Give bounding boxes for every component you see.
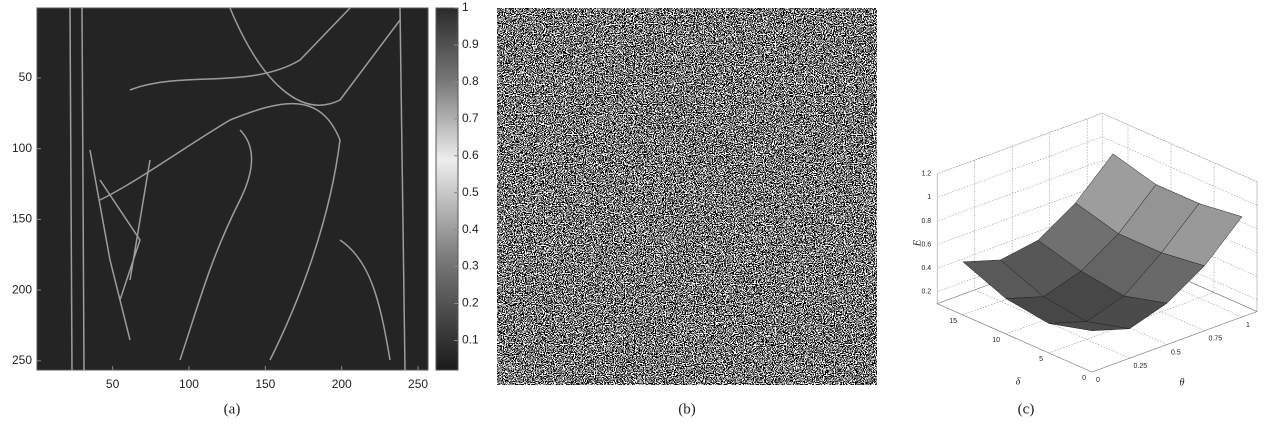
colorbar-tick-label: 0.1 (462, 333, 479, 347)
y-tick-label: 5 (1039, 356, 1043, 363)
colorbar-tick-label: 0.8 (462, 74, 479, 88)
y-tick-label: 250 (12, 353, 32, 367)
surface-patch (1048, 321, 1130, 331)
x-tick-label: 0 (1096, 377, 1100, 384)
x-axis-label: θ (1180, 377, 1185, 388)
z-tick-label: 1 (927, 194, 931, 201)
grid-line (936, 173, 1093, 373)
colorbar-tick-label: 0.9 (462, 37, 479, 51)
caption: (b) (678, 401, 696, 417)
edge-image (36, 7, 429, 371)
noise-image (497, 8, 877, 385)
z-tick-label: 0.6 (921, 241, 931, 248)
y-tick-label: 15 (949, 318, 957, 325)
grid-line (974, 160, 1130, 359)
colorbar-tick-label: 0.4 (462, 222, 479, 236)
grid-line (937, 112, 1258, 182)
grid-line (1005, 143, 1172, 335)
colorbar (435, 7, 459, 371)
z-tick-label: 0.8 (921, 218, 931, 225)
x-tick-label: 100 (179, 377, 199, 391)
z-axis-label: E (912, 239, 924, 247)
x-tick-label: 150 (255, 377, 275, 391)
y-tick-label: 10 (992, 337, 1000, 344)
colorbar-tick-label: 0.6 (462, 148, 479, 162)
caption: (a) (224, 401, 241, 417)
caption: (c) (1018, 401, 1035, 417)
colorbar-tick-label: 0.3 (462, 259, 479, 273)
z-tick-label: 1.2 (921, 171, 931, 178)
x-tick-label: 0.75 (1209, 336, 1223, 343)
colorbar-tick-label: 0.2 (462, 296, 479, 310)
y-tick-label: 150 (12, 212, 32, 226)
colorbar-tick-label: 0.7 (462, 111, 479, 125)
y-tick-label: 200 (12, 282, 32, 296)
x-tick-label: 0.5 (1171, 349, 1181, 356)
colorbar-tick-label: 0.5 (462, 185, 479, 199)
x-tick-label: 200 (332, 377, 352, 391)
x-tick-label: 50 (106, 377, 120, 391)
colorbar-tick-label: 1 (462, 0, 469, 14)
grid-line (937, 160, 1258, 230)
x-tick-label: 250 (408, 377, 428, 391)
y-tick-label: 100 (12, 141, 32, 155)
z-tick-label: 0.2 (921, 289, 931, 296)
z-tick-label: 0.4 (921, 265, 931, 272)
grid-line (937, 136, 1258, 206)
grid-line (1048, 162, 1215, 354)
y-axis-label: δ (1016, 376, 1021, 387)
grid-line (1091, 181, 1258, 373)
x-tick-label: 0.25 (1134, 363, 1148, 370)
y-tick-label: 0 (1082, 375, 1086, 382)
y-tick-label: 50 (19, 70, 33, 84)
x-tick-label: 1 (1246, 322, 1250, 329)
